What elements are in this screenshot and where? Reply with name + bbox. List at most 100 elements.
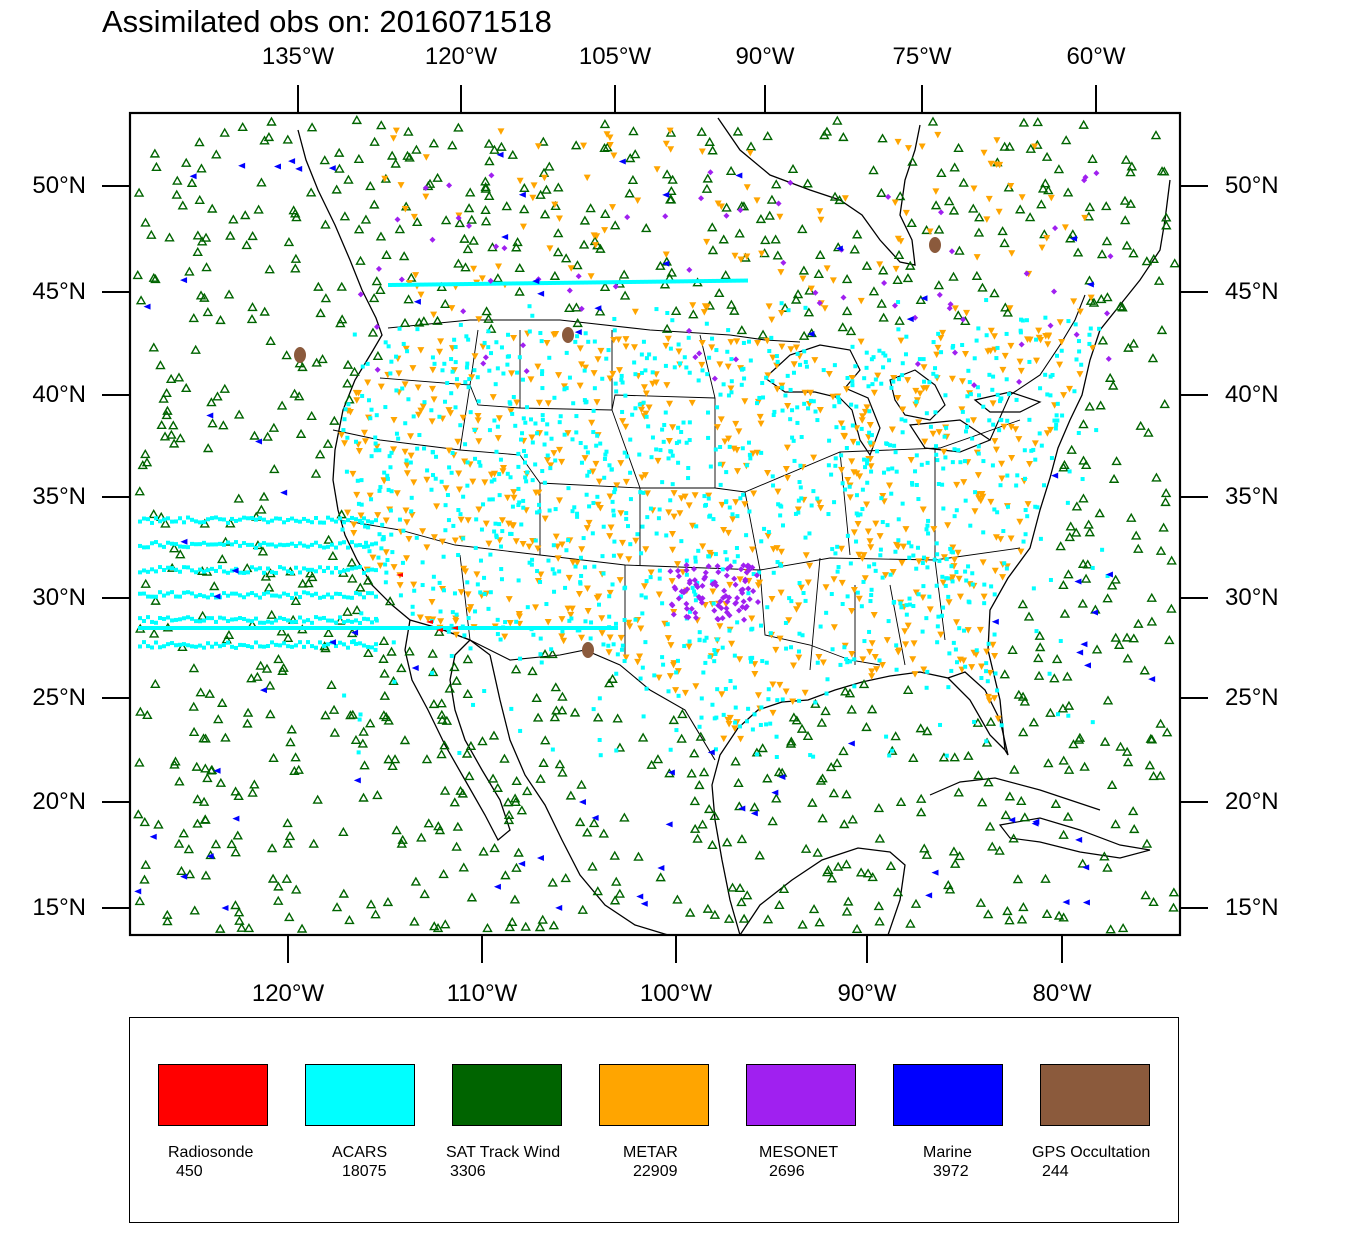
cyan-square-marker — [370, 542, 374, 547]
cyan-square-marker — [862, 639, 867, 644]
green-triangle-up-marker — [291, 884, 302, 894]
cyan-square-marker — [632, 279, 636, 284]
cyan-square-marker — [622, 450, 627, 455]
cyan-square-marker — [578, 440, 583, 445]
cyan-square-marker — [867, 409, 872, 414]
cyan-square-marker — [867, 430, 872, 435]
green-triangle-up-marker — [216, 697, 228, 707]
cyan-square-marker — [657, 568, 662, 573]
left-lat-label: 35°N — [32, 483, 86, 510]
brown-ellipse-marker — [562, 327, 574, 343]
cyan-square-marker — [338, 541, 342, 546]
cyan-square-marker — [1067, 469, 1072, 474]
cyan-square-marker — [278, 626, 282, 630]
orange-triangle-down-marker — [727, 385, 735, 393]
green-triangle-up-marker — [323, 627, 334, 637]
blue-triangle-left-marker — [807, 330, 815, 337]
orange-triangle-down-marker — [460, 565, 468, 573]
orange-triangle-down-marker — [843, 386, 851, 393]
orange-triangle-down-marker — [506, 620, 514, 627]
cyan-square-marker — [254, 616, 258, 621]
green-triangle-up-marker — [158, 393, 169, 403]
cyan-square-marker — [1094, 428, 1099, 433]
cyan-square-marker — [154, 640, 158, 645]
cyan-square-marker — [758, 623, 763, 628]
orange-triangle-down-marker — [764, 372, 772, 379]
orange-triangle-down-marker — [457, 516, 465, 524]
green-triangle-up-marker — [477, 736, 488, 746]
cyan-square-marker — [800, 633, 805, 638]
cyan-square-marker — [847, 484, 852, 489]
cyan-square-marker — [506, 626, 510, 630]
green-triangle-up-marker — [838, 131, 849, 142]
green-triangle-up-marker — [630, 149, 641, 159]
cyan-square-marker — [210, 592, 214, 597]
cyan-square-marker — [434, 626, 438, 630]
orange-triangle-down-marker — [670, 513, 678, 521]
cyan-square-marker — [318, 640, 322, 645]
blue-triangle-left-marker — [618, 158, 626, 165]
cyan-square-marker — [921, 584, 926, 589]
green-triangle-up-marker — [659, 279, 671, 289]
cyan-square-marker — [401, 528, 406, 533]
cyan-square-marker — [1019, 317, 1024, 322]
purple-diamond-marker — [742, 578, 749, 585]
orange-triangle-down-marker — [575, 590, 583, 598]
green-triangle-up-marker — [489, 144, 500, 154]
orange-triangle-down-marker — [1046, 426, 1054, 434]
orange-triangle-down-marker — [1031, 143, 1039, 151]
cyan-square-marker — [569, 616, 574, 621]
cyan-square-marker — [514, 626, 518, 630]
cyan-square-marker — [550, 747, 555, 752]
cyan-square-marker — [290, 626, 294, 630]
green-triangle-up-marker — [215, 777, 227, 787]
orange-triangle-down-marker — [806, 562, 814, 570]
green-triangle-up-marker — [496, 141, 507, 151]
cyan-square-marker — [411, 414, 416, 419]
cyan-square-marker — [641, 714, 646, 719]
green-triangle-up-marker — [513, 847, 524, 857]
cyan-square-marker — [198, 567, 202, 572]
cyan-square-marker — [214, 568, 218, 573]
cyan-square-marker — [984, 669, 989, 674]
orange-triangle-down-marker — [819, 659, 827, 667]
green-triangle-up-marker — [571, 302, 582, 312]
green-triangle-up-marker — [552, 228, 564, 238]
cyan-square-marker — [396, 282, 400, 287]
blue-triangle-left-marker — [213, 593, 221, 600]
blue-triangle-left-marker — [213, 767, 221, 774]
cyan-square-marker — [1033, 504, 1038, 509]
cyan-square-marker — [676, 693, 681, 698]
cyan-square-marker — [1037, 431, 1042, 436]
green-triangle-up-marker — [375, 231, 387, 241]
cyan-square-marker — [166, 540, 170, 545]
cyan-square-marker — [166, 516, 170, 521]
green-triangle-up-marker — [1012, 874, 1024, 884]
green-triangle-up-marker — [576, 779, 587, 789]
orange-triangle-down-marker — [475, 438, 483, 445]
cyan-square-marker — [444, 282, 448, 287]
purple-diamond-marker — [742, 605, 749, 612]
green-triangle-up-marker — [284, 912, 295, 922]
cyan-square-marker — [170, 641, 174, 646]
cyan-square-marker — [913, 469, 918, 474]
green-triangle-up-marker — [1019, 696, 1031, 706]
orange-triangle-down-marker — [414, 384, 422, 392]
cyan-square-marker — [938, 722, 943, 727]
cyan-square-marker — [400, 282, 404, 287]
green-triangle-up-marker — [1036, 199, 1047, 209]
green-triangle-up-marker — [1062, 811, 1074, 821]
cyan-square-marker — [350, 515, 354, 520]
cyan-square-marker — [676, 342, 681, 347]
cyan-square-marker — [682, 355, 687, 360]
orange-triangle-down-marker — [979, 559, 987, 566]
cyan-square-marker — [522, 460, 527, 465]
cyan-square-marker — [803, 535, 808, 540]
cyan-square-marker — [612, 280, 616, 285]
orange-triangle-down-marker — [999, 574, 1007, 581]
cyan-square-marker — [490, 497, 495, 502]
orange-triangle-down-marker — [564, 605, 572, 613]
green-triangle-up-marker — [754, 850, 765, 860]
cyan-square-marker — [290, 541, 294, 546]
cyan-square-marker — [686, 476, 691, 481]
